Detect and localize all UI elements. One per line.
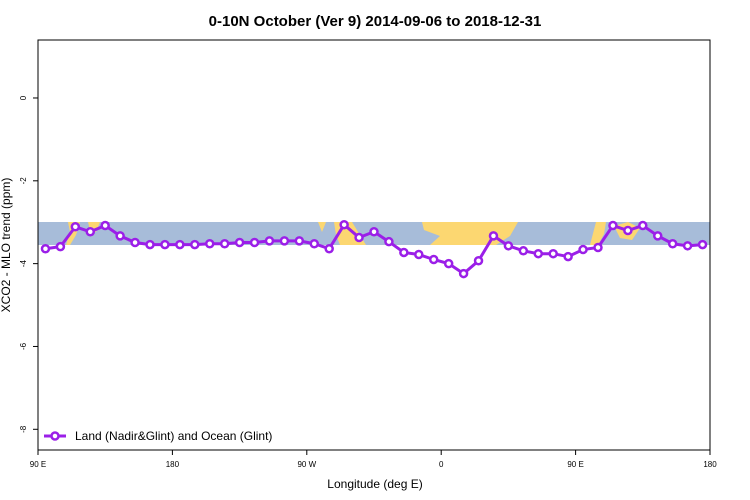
point xyxy=(638,220,648,231)
point xyxy=(414,249,424,260)
point xyxy=(399,247,409,258)
point xyxy=(160,239,170,250)
point xyxy=(593,242,603,253)
point xyxy=(563,251,573,262)
point xyxy=(309,239,320,249)
point xyxy=(652,231,663,241)
point xyxy=(70,222,81,232)
x-tick-label: 90 E xyxy=(567,460,583,469)
point xyxy=(667,239,678,249)
y-tick-label: -6 xyxy=(19,342,28,350)
point xyxy=(249,237,260,248)
point xyxy=(384,236,394,247)
point xyxy=(55,241,66,252)
x-axis-label: Longitude (deg E) xyxy=(327,477,422,491)
point xyxy=(175,239,185,250)
point xyxy=(294,236,305,246)
x-tick-label: 180 xyxy=(703,460,717,469)
y-tick-label: 0 xyxy=(19,95,28,100)
point xyxy=(458,268,469,279)
point xyxy=(115,231,125,241)
point xyxy=(623,225,633,236)
point xyxy=(518,246,529,256)
point xyxy=(100,220,110,231)
plot-frame xyxy=(37,39,711,451)
point xyxy=(428,254,439,265)
point xyxy=(578,244,588,255)
x-tick-label: 0 xyxy=(439,460,444,469)
y-axis-label: XCO2 - MLO trend (ppm) xyxy=(0,178,13,313)
point xyxy=(682,241,693,251)
point xyxy=(234,237,245,248)
point xyxy=(473,255,484,266)
x-tick-label: 90 E xyxy=(30,460,46,469)
y-tick-label: -4 xyxy=(19,260,28,268)
point xyxy=(697,239,708,250)
point xyxy=(369,226,379,237)
x-tick-label: 90 W xyxy=(297,460,316,469)
point xyxy=(204,239,215,249)
point xyxy=(354,232,364,243)
point xyxy=(548,248,558,259)
legend-marker xyxy=(50,431,60,441)
point xyxy=(190,239,200,250)
point xyxy=(443,258,454,269)
point xyxy=(533,248,544,259)
point xyxy=(40,243,51,254)
y-tick-label: -8 xyxy=(19,425,28,433)
point xyxy=(130,237,140,248)
chart-title: 0-10N October (Ver 9) 2014-09-06 to 2018… xyxy=(209,13,542,30)
point xyxy=(339,219,349,230)
point xyxy=(488,231,499,241)
point xyxy=(324,243,334,254)
point xyxy=(264,236,275,246)
x-tick-label: 180 xyxy=(166,460,180,469)
y-tick-label: -2 xyxy=(19,177,28,185)
point xyxy=(279,236,290,246)
point xyxy=(608,220,618,231)
point xyxy=(219,239,230,249)
point xyxy=(85,226,96,237)
point xyxy=(503,241,514,251)
point xyxy=(145,239,155,250)
legend-label: Land (Nadir&Glint) and Ocean (Glint) xyxy=(75,429,272,443)
